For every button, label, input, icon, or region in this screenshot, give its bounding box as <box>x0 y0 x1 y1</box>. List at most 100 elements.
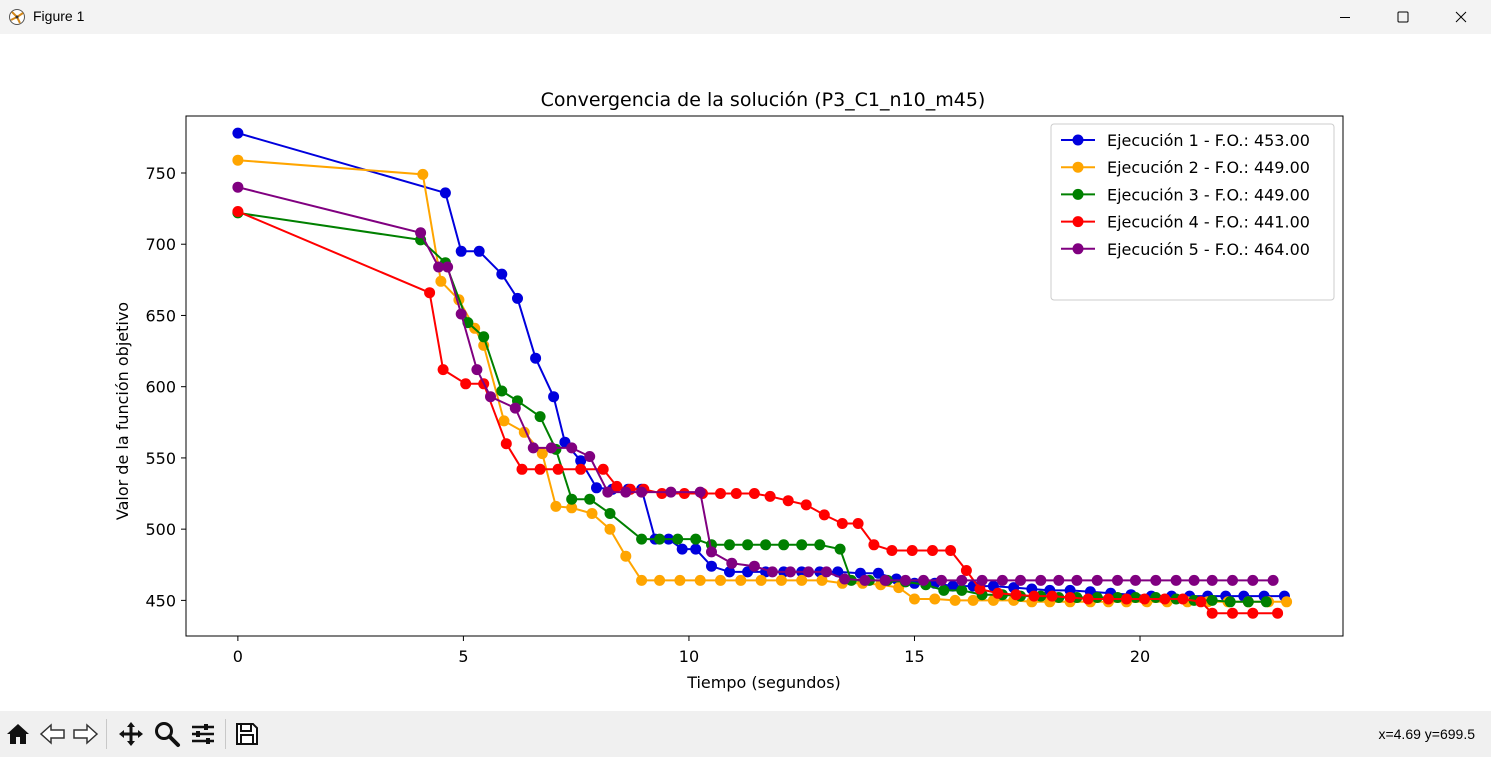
data-point <box>656 488 668 499</box>
data-point <box>956 584 968 596</box>
data-point <box>620 550 632 562</box>
data-point <box>620 486 632 498</box>
data-point <box>566 502 578 514</box>
data-point <box>784 566 796 578</box>
data-point <box>471 364 483 376</box>
data-point <box>836 518 848 529</box>
x-axis-label: Tiempo (segundos) <box>686 673 841 692</box>
data-point <box>415 227 427 239</box>
save-button[interactable] <box>232 719 262 749</box>
y-tick-label: 600 <box>145 378 176 397</box>
data-point <box>478 331 490 343</box>
data-point <box>1150 574 1162 586</box>
configure-subplots-button[interactable] <box>188 719 218 749</box>
data-point <box>803 566 814 578</box>
pan-button[interactable] <box>116 719 146 749</box>
data-point <box>927 545 938 556</box>
x-tick-label: 0 <box>233 647 243 666</box>
forward-icon <box>73 723 99 745</box>
data-point <box>1227 607 1238 619</box>
data-point <box>1206 594 1218 606</box>
data-point <box>1035 574 1047 586</box>
data-point <box>859 574 871 586</box>
data-point <box>1064 592 1076 603</box>
data-point <box>1071 574 1083 586</box>
pan-icon <box>119 722 143 746</box>
legend: Ejecución 1 - F.O.: 453.00 Ejecución 2 - … <box>1050 123 1335 301</box>
data-point <box>868 539 880 551</box>
data-point <box>834 543 846 555</box>
data-point <box>755 574 767 586</box>
data-point <box>1281 596 1293 608</box>
data-point <box>672 533 684 545</box>
data-point <box>852 518 864 529</box>
home-button[interactable] <box>3 719 33 749</box>
data-point <box>1150 592 1162 603</box>
y-tick-label: 750 <box>145 164 176 183</box>
data-point <box>947 580 959 592</box>
data-point <box>455 308 467 320</box>
data-point <box>437 364 449 376</box>
data-point <box>690 533 702 545</box>
data-point <box>814 539 826 551</box>
legend-label: Ejecución 4 - F.O.: 441.00 <box>1107 213 1310 232</box>
data-point <box>821 566 832 578</box>
data-point <box>782 495 794 507</box>
minimize-icon <box>1340 17 1350 18</box>
data-point <box>602 486 614 498</box>
data-point <box>1028 590 1040 602</box>
data-point <box>949 594 961 606</box>
data-point <box>900 574 911 586</box>
data-point <box>1159 593 1171 605</box>
zoom-button[interactable] <box>152 719 182 749</box>
data-point <box>1130 574 1141 586</box>
x-axis-ticks: 0 5 10 15 20 <box>233 636 1150 666</box>
data-point <box>550 500 562 512</box>
data-point <box>591 482 602 494</box>
legend-marker <box>1072 188 1084 200</box>
data-point <box>1112 592 1123 603</box>
legend-marker <box>1072 134 1084 146</box>
data-point <box>1206 607 1218 619</box>
data-point <box>545 442 557 454</box>
chart-title: Convergencia de la solución (P3_C1_n10_m… <box>541 89 986 111</box>
data-point <box>818 509 830 521</box>
back-button[interactable] <box>38 719 68 749</box>
forward-button[interactable] <box>70 719 100 749</box>
data-point <box>566 442 578 454</box>
data-point <box>232 181 244 193</box>
data-point <box>665 486 677 498</box>
data-point <box>678 488 690 499</box>
data-point <box>1053 574 1065 586</box>
data-point <box>498 415 510 427</box>
close-button[interactable] <box>1432 0 1490 34</box>
back-icon <box>39 723 65 745</box>
data-point <box>566 493 578 505</box>
data-point <box>906 545 918 556</box>
data-point <box>706 546 717 558</box>
legend-item: Ejecución 3 - F.O.: 449.00 <box>1061 185 1310 204</box>
minimize-button[interactable] <box>1316 0 1374 34</box>
toolbar-separator <box>225 719 226 749</box>
data-point <box>439 187 451 199</box>
data-point <box>764 490 776 502</box>
data-point <box>694 574 706 586</box>
data-point <box>460 378 472 390</box>
data-point <box>909 593 920 605</box>
data-point <box>715 488 726 499</box>
toolbar-separator <box>106 719 107 749</box>
maximize-button[interactable] <box>1374 0 1432 34</box>
data-point <box>530 352 542 364</box>
data-point <box>879 574 891 586</box>
figure-canvas[interactable]: Convergencia de la solución (P3_C1_n10_m… <box>0 34 1491 711</box>
data-point <box>424 287 436 299</box>
data-point <box>1247 607 1259 619</box>
data-point <box>1206 574 1218 586</box>
data-point <box>1170 574 1182 586</box>
line-chart: Convergencia de la solución (P3_C1_n10_m… <box>113 89 1344 692</box>
data-point <box>1121 593 1132 605</box>
y-axis-label: Valor de la función objetivo <box>113 302 132 520</box>
data-point <box>676 543 688 555</box>
legend-marker <box>1072 216 1084 228</box>
data-point <box>1267 574 1279 586</box>
